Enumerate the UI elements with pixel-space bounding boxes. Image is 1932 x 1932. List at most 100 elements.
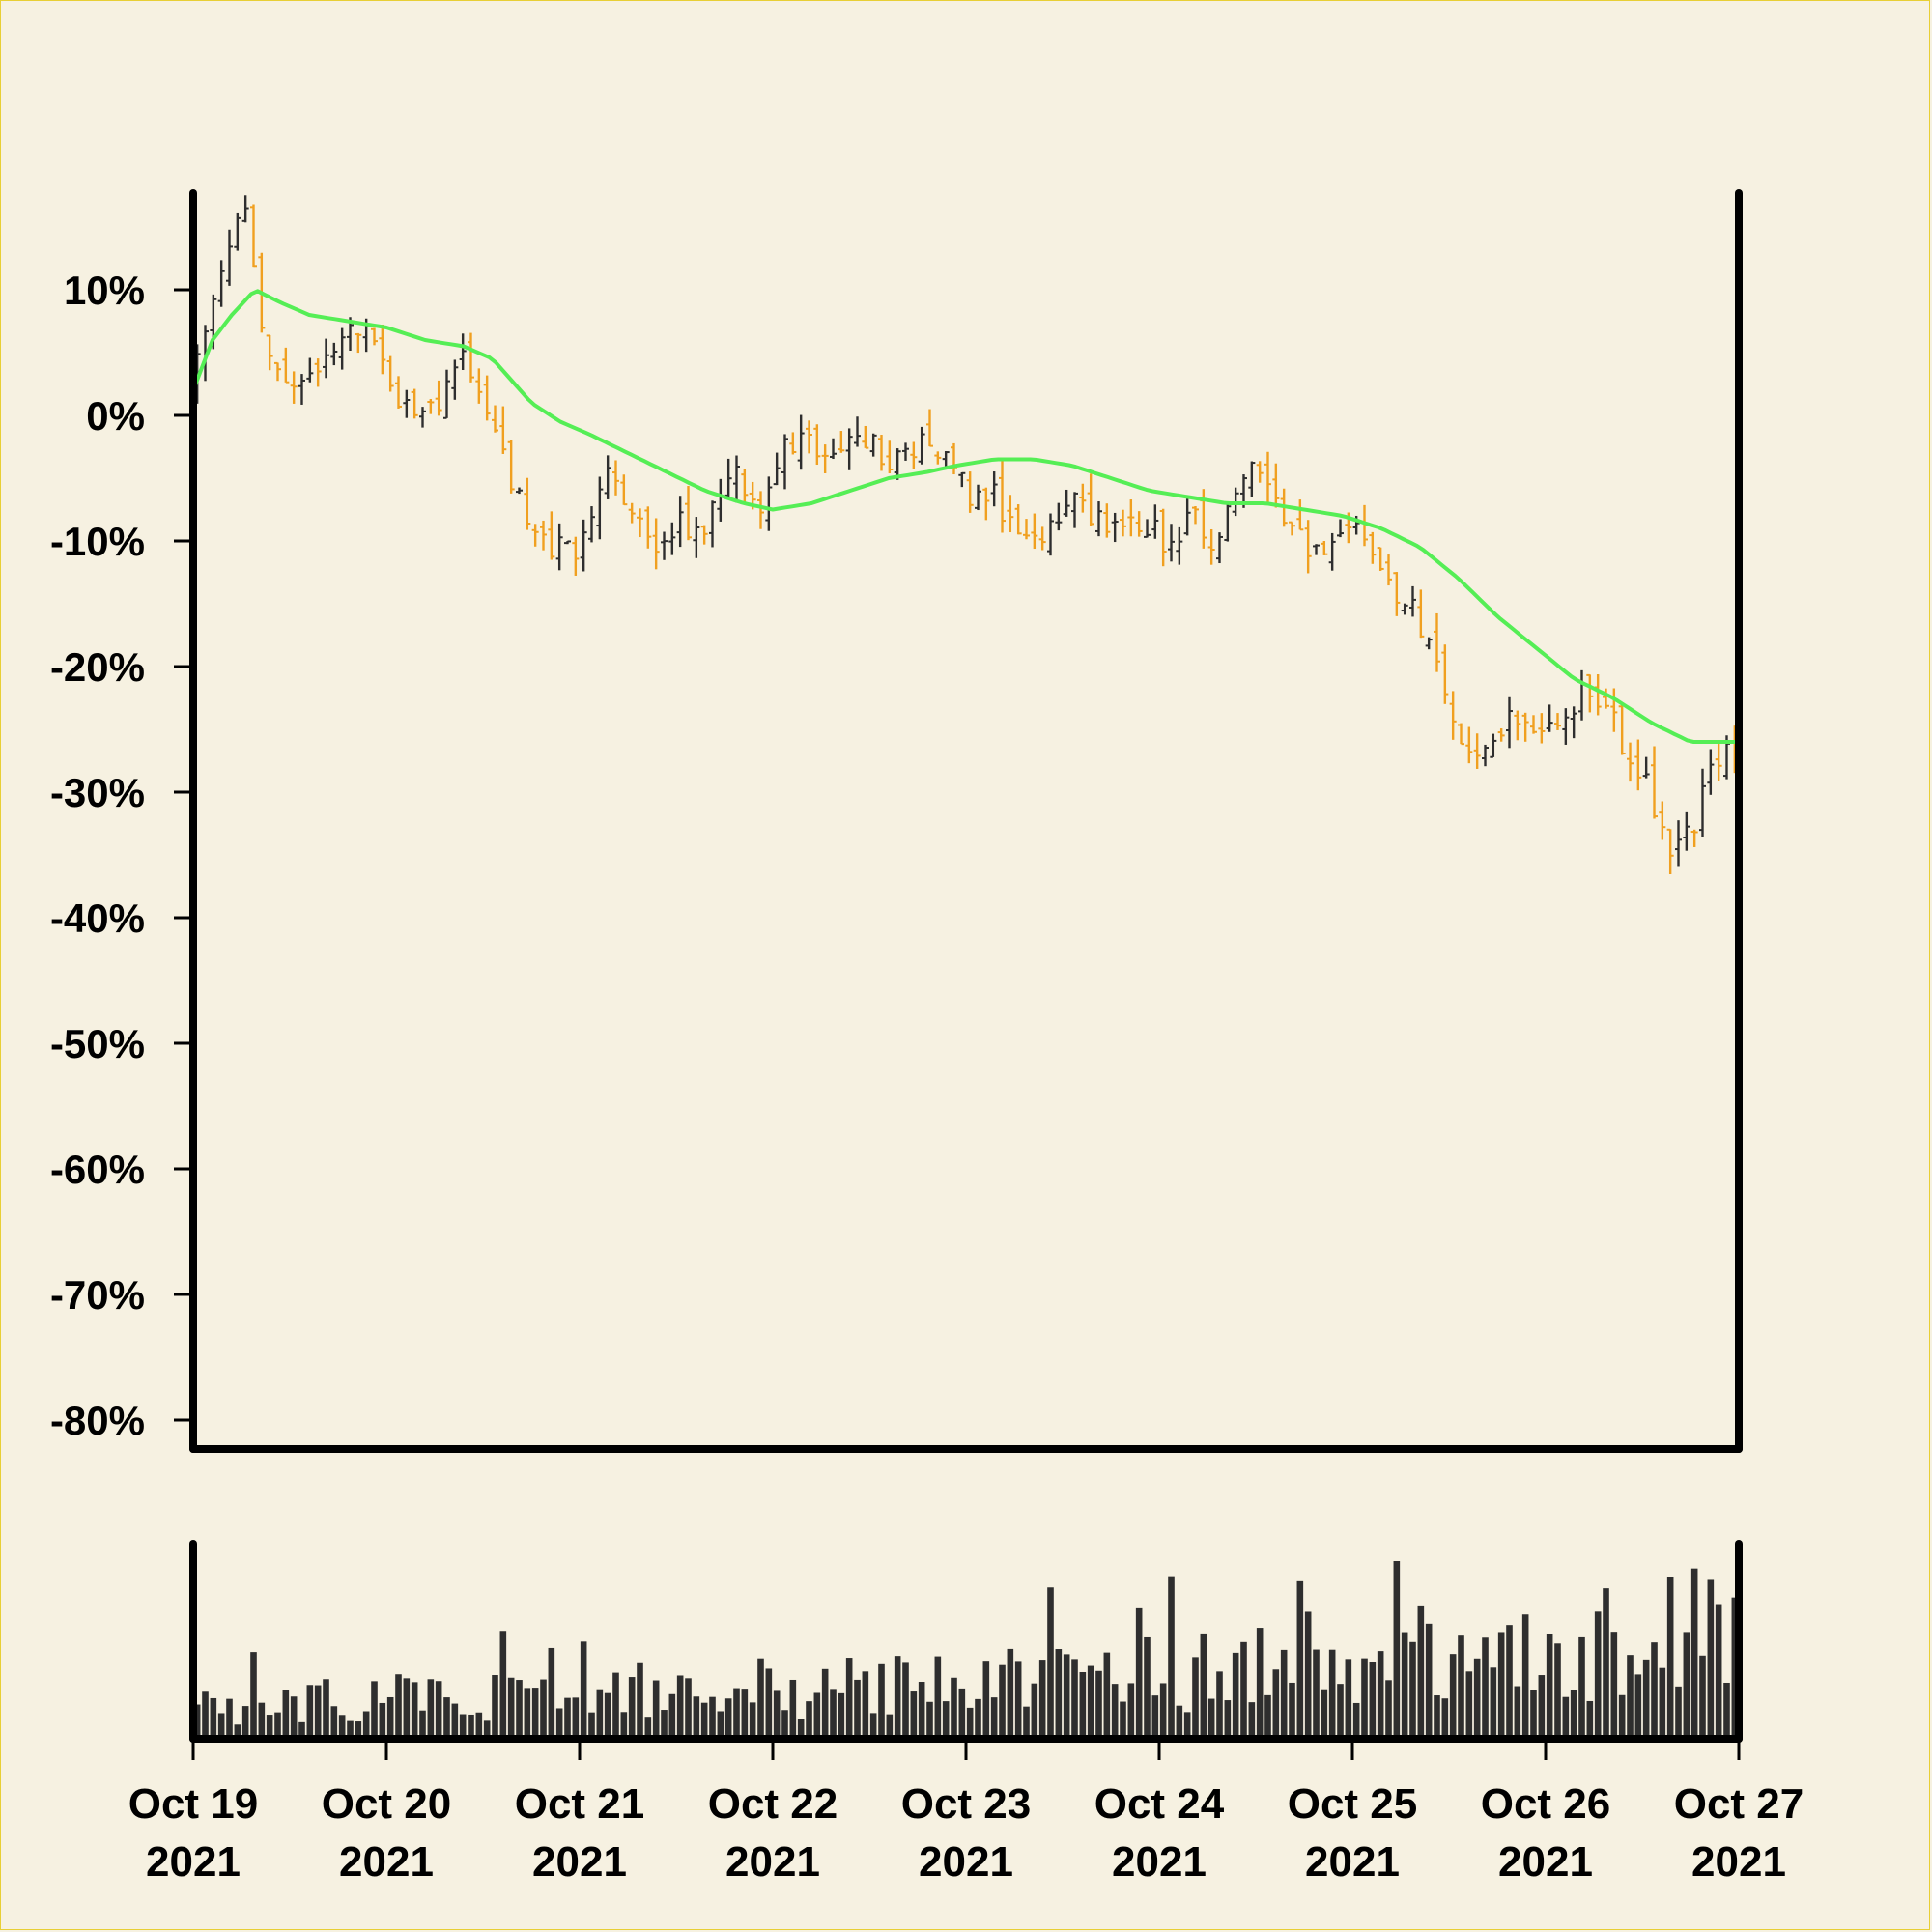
ohlc-bar — [1473, 733, 1481, 769]
volume-bar — [966, 1707, 974, 1739]
volume-bar — [1232, 1652, 1239, 1739]
x-tick-label-date: Oct 27 — [1674, 1780, 1804, 1828]
volume-bar — [1095, 1670, 1102, 1739]
ohlc-bar — [1256, 461, 1264, 483]
volume-bar — [386, 1696, 394, 1739]
ohlc-bar — [1192, 506, 1199, 525]
ohlc-bar — [531, 524, 539, 547]
volume-bar — [355, 1721, 362, 1739]
volume-bar — [1159, 1683, 1167, 1739]
volume-bar — [531, 1688, 539, 1739]
ohlc-bar — [878, 435, 885, 471]
ohlc-bar — [797, 414, 805, 470]
ohlc-bar — [1570, 706, 1577, 739]
ohlc-bar — [323, 338, 329, 379]
volume-bar — [628, 1677, 636, 1739]
volume-bar — [1144, 1636, 1151, 1739]
ohlc-bar — [676, 496, 684, 548]
volume-bar — [958, 1688, 966, 1739]
ohlc-bar — [1159, 508, 1167, 567]
ohlc-bar — [1014, 504, 1022, 535]
volume-bar — [652, 1680, 660, 1739]
volume-bar — [362, 1711, 370, 1739]
volume-bar — [483, 1720, 491, 1739]
volume-bar — [1497, 1632, 1505, 1739]
x-tick-label-year: 2021 — [1305, 1838, 1400, 1886]
ohlc-bar — [862, 425, 869, 449]
ohlc-bar — [1666, 828, 1674, 874]
ohlc-bar — [1449, 691, 1457, 740]
volume-bar — [1014, 1661, 1022, 1739]
ohlc-bar — [250, 204, 257, 268]
ohlc-bar — [1425, 637, 1433, 650]
volume-bar — [443, 1697, 450, 1739]
ohlc-bar — [443, 369, 450, 419]
ohlc-bar — [637, 508, 643, 538]
ohlc-bar — [1562, 708, 1570, 745]
volume-bar — [1417, 1605, 1425, 1739]
volume-bar — [717, 1711, 724, 1739]
volume-bar — [1192, 1657, 1199, 1739]
volume-bar — [1683, 1632, 1690, 1739]
ohlc-bar — [652, 518, 660, 570]
ohlc-bar — [1642, 756, 1650, 779]
ohlc-bar — [999, 460, 1006, 533]
ohlc-bar — [1441, 644, 1449, 704]
ohlc-bar — [1618, 703, 1626, 755]
ohlc-bar — [1458, 723, 1464, 746]
x-tick-label-date: Oct 23 — [901, 1780, 1032, 1828]
ohlc-bar — [789, 432, 797, 455]
ohlc-bar — [1216, 532, 1223, 564]
volume-bar — [1634, 1674, 1642, 1739]
ohlc-bar — [1393, 572, 1401, 616]
volume-bar — [1007, 1648, 1014, 1739]
volume-bar — [757, 1658, 764, 1739]
volume-bar — [749, 1702, 756, 1739]
y-tick-label: -40% — [50, 895, 145, 941]
ohlc-bar — [468, 332, 474, 383]
y-tick-label: -60% — [50, 1147, 145, 1192]
axes: 10% 0% -10% -20% -30% -40% -50% -60% -70% -80% Oct… — [50, 189, 1804, 1886]
ohlc-bar — [483, 375, 491, 421]
ohlc-bar — [314, 358, 322, 387]
ohlc-bar — [1683, 811, 1690, 851]
volume-bar — [1385, 1680, 1392, 1739]
volume-bar — [1240, 1641, 1247, 1739]
volume-bar — [338, 1715, 346, 1739]
ohlc-bar — [1047, 513, 1054, 556]
volume-bar — [1562, 1696, 1570, 1739]
ohlc-bar — [1135, 511, 1143, 537]
volume-bar — [620, 1712, 628, 1739]
ohlc-bar — [942, 451, 950, 468]
x-tick-label-date: Oct 25 — [1288, 1780, 1418, 1828]
volume-bar — [604, 1692, 611, 1739]
ohlc-bar — [773, 452, 781, 486]
ohlc-bar — [588, 506, 595, 543]
volume-bar — [942, 1701, 950, 1739]
ohlc-bar — [1385, 554, 1392, 586]
x-tick-label-year: 2021 — [725, 1838, 820, 1886]
ohlc-bar — [1690, 829, 1698, 847]
volume-bar — [1296, 1580, 1304, 1739]
volume-bar — [1361, 1658, 1368, 1739]
ohlc-bar — [604, 455, 611, 499]
volume-bar — [411, 1682, 418, 1739]
ohlc-bar — [894, 448, 901, 480]
ohlc-bar — [1506, 696, 1513, 749]
ohlc-bar — [1127, 499, 1135, 537]
volume-bar — [1256, 1628, 1264, 1739]
ohlc-bar — [1176, 526, 1183, 565]
volume-bar — [419, 1710, 426, 1739]
x-tick-label-year: 2021 — [146, 1838, 241, 1886]
volume-bar — [975, 1698, 981, 1739]
volume-bar — [250, 1652, 257, 1739]
ohlc-bar — [1304, 520, 1312, 574]
volume-bar — [862, 1671, 869, 1739]
ohlc-bar — [854, 416, 861, 447]
volume-bar — [1208, 1698, 1215, 1739]
x-tick-label-date: Oct 26 — [1481, 1780, 1611, 1828]
volume-bar — [1369, 1662, 1377, 1739]
volume-bar — [1723, 1682, 1730, 1739]
y-tick-label: 10% — [64, 268, 145, 313]
ohlc-bar — [1087, 473, 1094, 526]
